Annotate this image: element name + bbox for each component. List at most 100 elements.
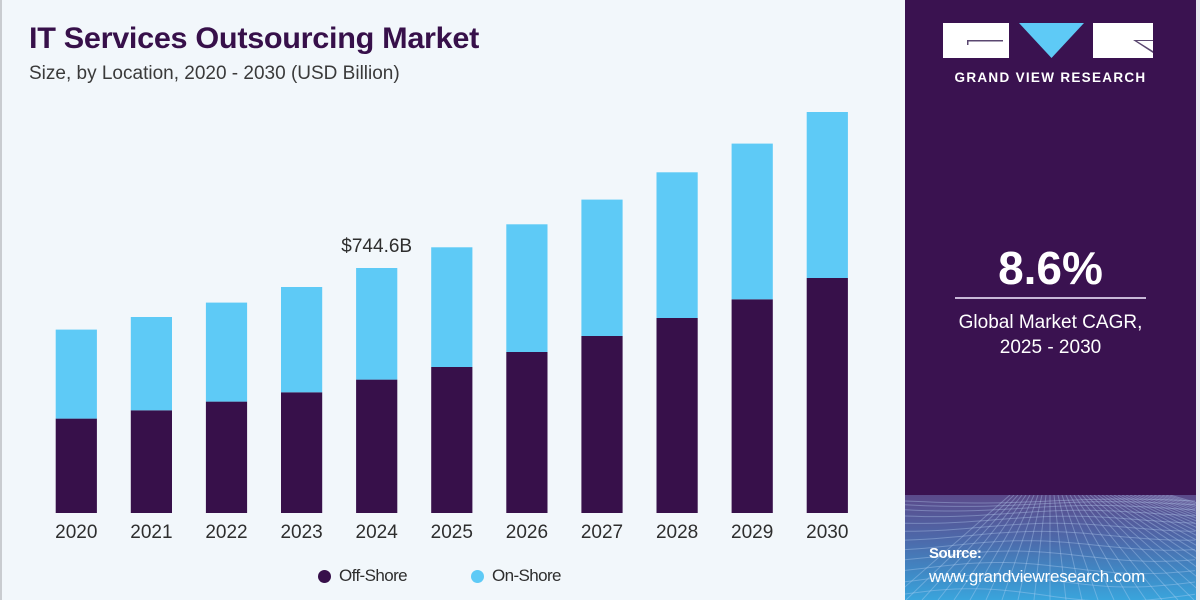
x-tick-label-2025: 2025 bbox=[431, 522, 473, 543]
source-link[interactable]: www.grandviewresearch.com bbox=[929, 567, 1146, 586]
grid-line bbox=[1053, 495, 1067, 600]
grid-line bbox=[905, 588, 1196, 600]
brand-name: GRAND VIEW RESEARCH bbox=[954, 70, 1147, 85]
cagr-divider bbox=[955, 297, 1146, 299]
x-tick-label-2028: 2028 bbox=[656, 522, 698, 543]
grid-line bbox=[1073, 495, 1147, 600]
x-tick-label-2021: 2021 bbox=[130, 522, 172, 543]
grid-line bbox=[905, 515, 1196, 524]
grid-line bbox=[921, 495, 1019, 600]
x-tick-label-2020: 2020 bbox=[55, 522, 97, 543]
info-panel: GRAND VIEW RESEARCH 8.6% Global Market C… bbox=[905, 0, 1196, 600]
bar-onshore-2025 bbox=[431, 247, 473, 367]
bar-onshore-2028 bbox=[656, 172, 698, 318]
bar-onshore-2030 bbox=[806, 112, 848, 278]
grid-line bbox=[905, 501, 1196, 507]
bar-onshore-2020 bbox=[55, 329, 97, 419]
x-tick-label-2029: 2029 bbox=[731, 522, 773, 543]
bar-onshore-2022 bbox=[205, 302, 248, 402]
grid-line bbox=[905, 509, 1196, 518]
source-label: Source: bbox=[929, 545, 982, 562]
grid-line bbox=[969, 495, 1031, 600]
grid-line bbox=[1137, 495, 1196, 519]
x-axis-labels: 2020 2021 2022 2023 2024 2025 2026 2027 2028 2029… bbox=[55, 522, 848, 543]
grid-line bbox=[1113, 495, 1196, 541]
legend-swatch-offshore bbox=[318, 569, 331, 583]
grid-line bbox=[1125, 495, 1196, 528]
bar-offshore-2022 bbox=[205, 401, 248, 513]
legend-label-onshore: On-Shore bbox=[492, 566, 562, 585]
grid-line bbox=[1033, 495, 1047, 600]
x-tick-label-2024: 2024 bbox=[356, 522, 399, 543]
grid-line bbox=[1117, 495, 1196, 536]
bar-offshore-2024 bbox=[356, 379, 398, 513]
bar-onshore-2024 bbox=[356, 268, 398, 380]
left-border bbox=[0, 0, 2, 600]
grid-line bbox=[1061, 495, 1099, 600]
cagr-label-line1: Global Market CAGR, bbox=[958, 312, 1143, 333]
grid-line bbox=[905, 495, 1015, 600]
bar-offshore-2025 bbox=[431, 367, 473, 513]
grid-line bbox=[985, 495, 1035, 600]
bar-onshore-2023 bbox=[281, 287, 323, 393]
grid-line bbox=[905, 530, 1196, 541]
chart-subtitle: Size, by Location, 2020 - 2030 (USD Bill… bbox=[29, 63, 400, 84]
stacked-bar-chart: 2020 2021 2022 2023 2024 2025 2026 2027 2028 2029… bbox=[55, 112, 848, 543]
source-background bbox=[905, 495, 1196, 600]
grid-line bbox=[905, 504, 1196, 512]
data-label-2024: $744.6B bbox=[341, 236, 412, 257]
grid-line bbox=[1145, 495, 1196, 514]
bar-onshore-2029 bbox=[731, 143, 773, 300]
grand-view-research-logo-icon bbox=[943, 23, 1153, 58]
grid-line bbox=[953, 495, 1027, 600]
bar-offshore-2023 bbox=[281, 392, 323, 513]
right-border bbox=[1196, 0, 1200, 600]
x-tick-label-2027: 2027 bbox=[581, 522, 623, 543]
bar-onshore-2026 bbox=[506, 224, 548, 352]
grid-line bbox=[1069, 495, 1131, 600]
grid-line bbox=[905, 574, 1196, 588]
legend: Off-Shore On-Shore bbox=[0, 566, 905, 590]
grid-line bbox=[1101, 495, 1196, 559]
wireframe-grid-decoration bbox=[905, 495, 1196, 600]
grid-line bbox=[1089, 495, 1196, 589]
bar-offshore-2030 bbox=[806, 278, 848, 513]
legend-label-offshore: Off-Shore bbox=[339, 566, 408, 585]
grid-line bbox=[1057, 495, 1083, 600]
grid-line bbox=[1129, 495, 1196, 525]
x-tick-label-2030: 2030 bbox=[806, 522, 848, 543]
chart-title: IT Services Outsourcing Market bbox=[29, 22, 479, 55]
bar-offshore-2021 bbox=[130, 410, 172, 513]
cagr-value: 8.6% bbox=[998, 242, 1103, 294]
bar-offshore-2029 bbox=[731, 299, 773, 513]
grid-line bbox=[905, 522, 1196, 532]
bars-group bbox=[55, 112, 848, 513]
bar-offshore-2020 bbox=[55, 418, 97, 513]
cagr-label: Global Market CAGR, 2025 - 2030 bbox=[905, 310, 1196, 360]
cagr-label-line2: 2025 - 2030 bbox=[999, 337, 1102, 358]
grid-line bbox=[905, 550, 1196, 562]
annotations-group: $744.6B bbox=[341, 236, 412, 257]
grid-line bbox=[1109, 495, 1196, 546]
legend-swatch-onshore bbox=[471, 569, 484, 583]
grid-line bbox=[1001, 495, 1039, 600]
bar-onshore-2027 bbox=[581, 199, 623, 336]
grid-line bbox=[1121, 495, 1196, 532]
grid-line bbox=[1077, 495, 1163, 600]
grid-line bbox=[1133, 495, 1196, 522]
grid-line bbox=[1093, 495, 1196, 577]
grid-line bbox=[905, 495, 1011, 588]
bar-offshore-2026 bbox=[506, 352, 548, 513]
bar-onshore-2021 bbox=[130, 317, 172, 411]
grid-line bbox=[1141, 495, 1196, 517]
bar-offshore-2028 bbox=[656, 318, 698, 513]
legend-item-onshore: On-Shore bbox=[471, 566, 562, 586]
x-tick-label-2026: 2026 bbox=[506, 522, 548, 543]
grid-line bbox=[1065, 495, 1115, 600]
grid-line bbox=[1097, 495, 1196, 568]
grid-line bbox=[1081, 495, 1179, 600]
grid-line bbox=[937, 495, 1023, 600]
grid-line bbox=[1017, 495, 1043, 600]
grid-line bbox=[1105, 495, 1196, 552]
grid-line bbox=[905, 562, 1196, 575]
